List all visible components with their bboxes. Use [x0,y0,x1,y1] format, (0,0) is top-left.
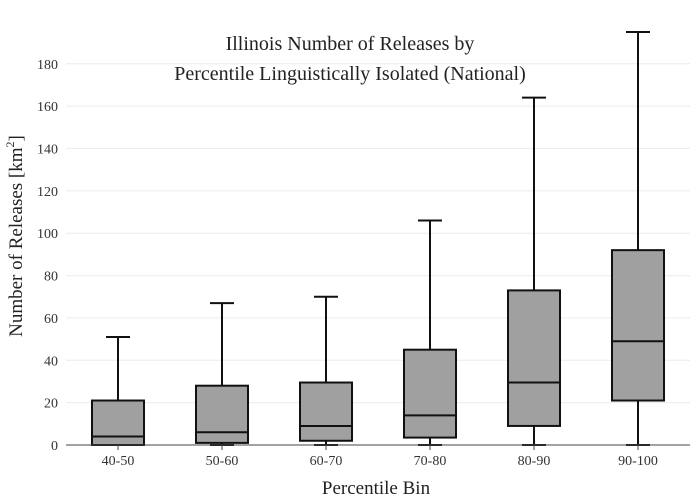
box-60-70 [299,295,353,446]
y-axis-title: Number of Releases [km2] [3,135,27,337]
x-tick-label: 50-60 [206,454,239,469]
y-tick-label: 120 [37,185,58,200]
y-tick-label: 40 [44,354,58,369]
iqr-box [403,348,457,439]
x-axis-title: Percentile Bin [322,478,431,499]
box-90-100 [611,31,665,446]
x-tick-label: 70-80 [414,454,447,469]
y-tick-label: 20 [44,397,58,412]
y-axis-title-superscript: 2 [3,141,17,147]
chart-title-line-1: Illinois Number of Releases by [226,33,475,55]
iqr-box [195,384,249,444]
y-tick-label: 140 [37,142,58,157]
x-tick-label: 60-70 [310,454,343,469]
x-axis-ticks: 40-50 50-60 60-70 70-80 80-90 90-100 [102,445,658,469]
iqr-box [299,381,353,442]
grid-lines [66,63,690,404]
y-axis-ticks: 0 20 40 60 80 100 120 140 160 180 [37,58,58,454]
y-tick-label: 100 [37,227,58,242]
y-axis-title-end: ] [6,135,27,141]
iqr-box [507,289,561,427]
iqr-box [611,249,665,402]
iqr-box [91,399,145,446]
box-80-90 [507,96,561,446]
boxes-group [91,31,665,446]
y-tick-label: 80 [44,270,58,285]
y-tick-label: 0 [51,439,58,454]
chart-title-line-2: Percentile Linguistically Isolated (Nati… [174,63,526,85]
x-tick-label: 40-50 [102,454,135,469]
x-tick-label: 80-90 [518,454,551,469]
box-50-60 [195,302,249,446]
x-tick-label: 90-100 [618,454,658,469]
y-axis-title-main: Number of Releases [km [6,147,27,337]
y-tick-label: 60 [44,312,58,327]
y-tick-label: 160 [37,100,58,115]
box-70-80 [403,219,457,446]
y-tick-label: 180 [37,58,58,73]
box-40-50 [91,335,145,446]
